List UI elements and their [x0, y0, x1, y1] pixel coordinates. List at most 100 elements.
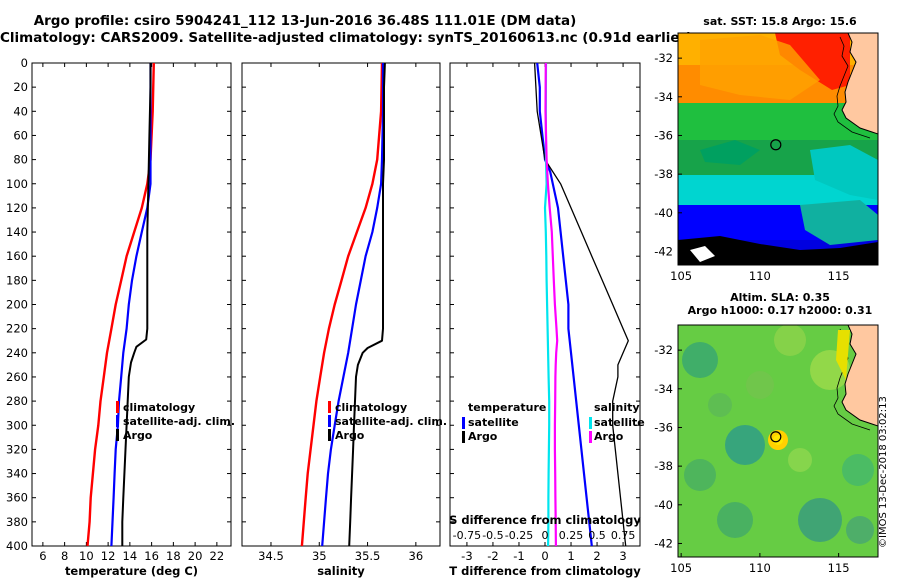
- legend-swatch: [589, 417, 592, 429]
- sla-map-subtitle: Argo h1000: 0.17 h2000: 0.31: [687, 304, 873, 317]
- y-tick-label: 200: [6, 298, 28, 312]
- legend-swatch: [589, 431, 592, 443]
- y-tick-label: 0: [21, 56, 28, 70]
- s-tick-label: -0.75: [453, 529, 481, 542]
- x-tick-label: 115: [828, 269, 850, 283]
- sla-high-core: [773, 435, 783, 445]
- y-tick-label: 220: [6, 322, 28, 336]
- x-tick-label: 2: [593, 549, 600, 563]
- x-tick-label: 12: [101, 549, 116, 563]
- x-tick-label: 35: [312, 549, 327, 563]
- y-tick-label: -32: [654, 51, 673, 65]
- y-tick-label: 160: [6, 249, 28, 263]
- y-tick-label: -36: [654, 128, 673, 142]
- legend-label: climatology: [123, 401, 195, 414]
- legend-label: satellite: [594, 416, 645, 429]
- sla-eddy: [746, 371, 774, 399]
- series-line-argo: [121, 63, 152, 546]
- argo-position-marker: [770, 139, 782, 151]
- profile-panel-2: 34.5 35 35.5 36 salinity: [241, 62, 441, 578]
- x-tick-label: 3: [619, 549, 626, 563]
- y-tick-label: 340: [6, 467, 28, 481]
- sst-map-axes: 105 110 115 -32 -34 -36 -38 -40 -42: [654, 32, 879, 283]
- x-axis-label: salinity: [317, 564, 365, 578]
- sst-map: [678, 33, 878, 265]
- s-tick-label: -0.5: [482, 529, 503, 542]
- y-tick-label: 360: [6, 491, 28, 505]
- x-tick-label: 10: [79, 549, 94, 563]
- x-tick-label: 6: [39, 549, 46, 563]
- plot-frame: [31, 62, 232, 547]
- sla-eddy: [842, 454, 874, 486]
- x-tick-label: 0: [541, 549, 548, 563]
- map-frame: [677, 32, 879, 266]
- sla-eddy: [708, 393, 732, 417]
- legend-swatch: [116, 429, 119, 441]
- y-tick-label: 380: [6, 515, 28, 529]
- y-tick-label: -40: [654, 206, 673, 220]
- legend-label: satellite: [468, 416, 519, 429]
- sla-coastal: [836, 330, 850, 380]
- x-tick-label: 105: [670, 269, 692, 283]
- y-tick-label: -38: [654, 167, 673, 181]
- sla-eddy: [725, 425, 765, 465]
- legend-label: Argo: [335, 429, 365, 442]
- isobath: [833, 36, 871, 139]
- s-tick-label: 0: [542, 529, 549, 542]
- sst-warm-patch: [775, 33, 850, 90]
- sla-map: [678, 325, 878, 557]
- x-tick-label: 18: [166, 549, 181, 563]
- x-tick-label: 1: [567, 549, 574, 563]
- y-tick-label: 140: [6, 225, 28, 239]
- series-line-satellite-adj-clim-: [321, 63, 385, 547]
- x-tick-label: 16: [144, 549, 159, 563]
- x-tick-label: 105: [670, 561, 692, 575]
- y-tick-label: -42: [654, 536, 673, 550]
- x-tick-label: 110: [749, 269, 771, 283]
- series-line-s-argo: [544, 62, 559, 547]
- legend-swatch: [116, 415, 119, 427]
- sst-patch: [800, 200, 878, 245]
- y-tick-label: 260: [6, 370, 28, 384]
- x-tick-label: 20: [188, 549, 203, 563]
- profile-panel-3: -3 -2 -1 0 1 2 3T difference from climatology: [449, 62, 641, 578]
- y-tick-label: -34: [654, 90, 673, 104]
- x-tick-label: -2: [487, 549, 498, 563]
- s-axis-label: S difference from climatology: [449, 513, 641, 527]
- land: [841, 33, 878, 135]
- sla-eddy: [798, 498, 842, 542]
- y-tick-label: -32: [654, 343, 673, 357]
- x-tick-label: 22: [210, 549, 225, 563]
- x-tick-label: 35.5: [355, 549, 381, 563]
- x-axis-label: temperature (deg C): [65, 564, 198, 578]
- series-line-s-satellite: [543, 62, 551, 547]
- series-line-climatology: [300, 62, 384, 547]
- s-tick-label: 0.5: [588, 529, 606, 542]
- x-tick-label: 8: [61, 549, 68, 563]
- sst-patch: [700, 140, 760, 165]
- y-tick-label: 100: [6, 177, 28, 191]
- legend-swatch: [462, 431, 465, 443]
- sst-no-data-gap: [690, 246, 715, 262]
- map-frame: [677, 324, 879, 558]
- y-tick-label: 400: [6, 539, 28, 553]
- legend-label: satellite-adj. clim.: [123, 415, 235, 428]
- x-tick-label: -3: [461, 549, 472, 563]
- profile-panel-1: 0 20 40 60 80 100 120 140 160 180 200 220 240 260 280 3…: [6, 56, 232, 578]
- sla-map-title: Altim. SLA: 0.35: [730, 291, 830, 304]
- legend-label: climatology: [335, 401, 407, 414]
- figure-title-line2: Climatology: CARS2009. Satellite-adjuste…: [0, 30, 693, 46]
- land: [841, 325, 878, 427]
- y-tick-label: 80: [13, 153, 28, 167]
- y-tick-label: 180: [6, 273, 28, 287]
- sla-eddy: [684, 459, 716, 491]
- s-tick-label: -0.25: [505, 529, 533, 542]
- legend-heading-temperature: temperature: [468, 401, 546, 414]
- y-tick-label: 40: [13, 104, 28, 118]
- difference-legend: temperaturesatelliteArgosalinitysatellit…: [449, 401, 645, 542]
- y-tick-label: -36: [654, 420, 673, 434]
- sst-map-title: sat. SST: 15.8 Argo: 15.6: [703, 15, 857, 28]
